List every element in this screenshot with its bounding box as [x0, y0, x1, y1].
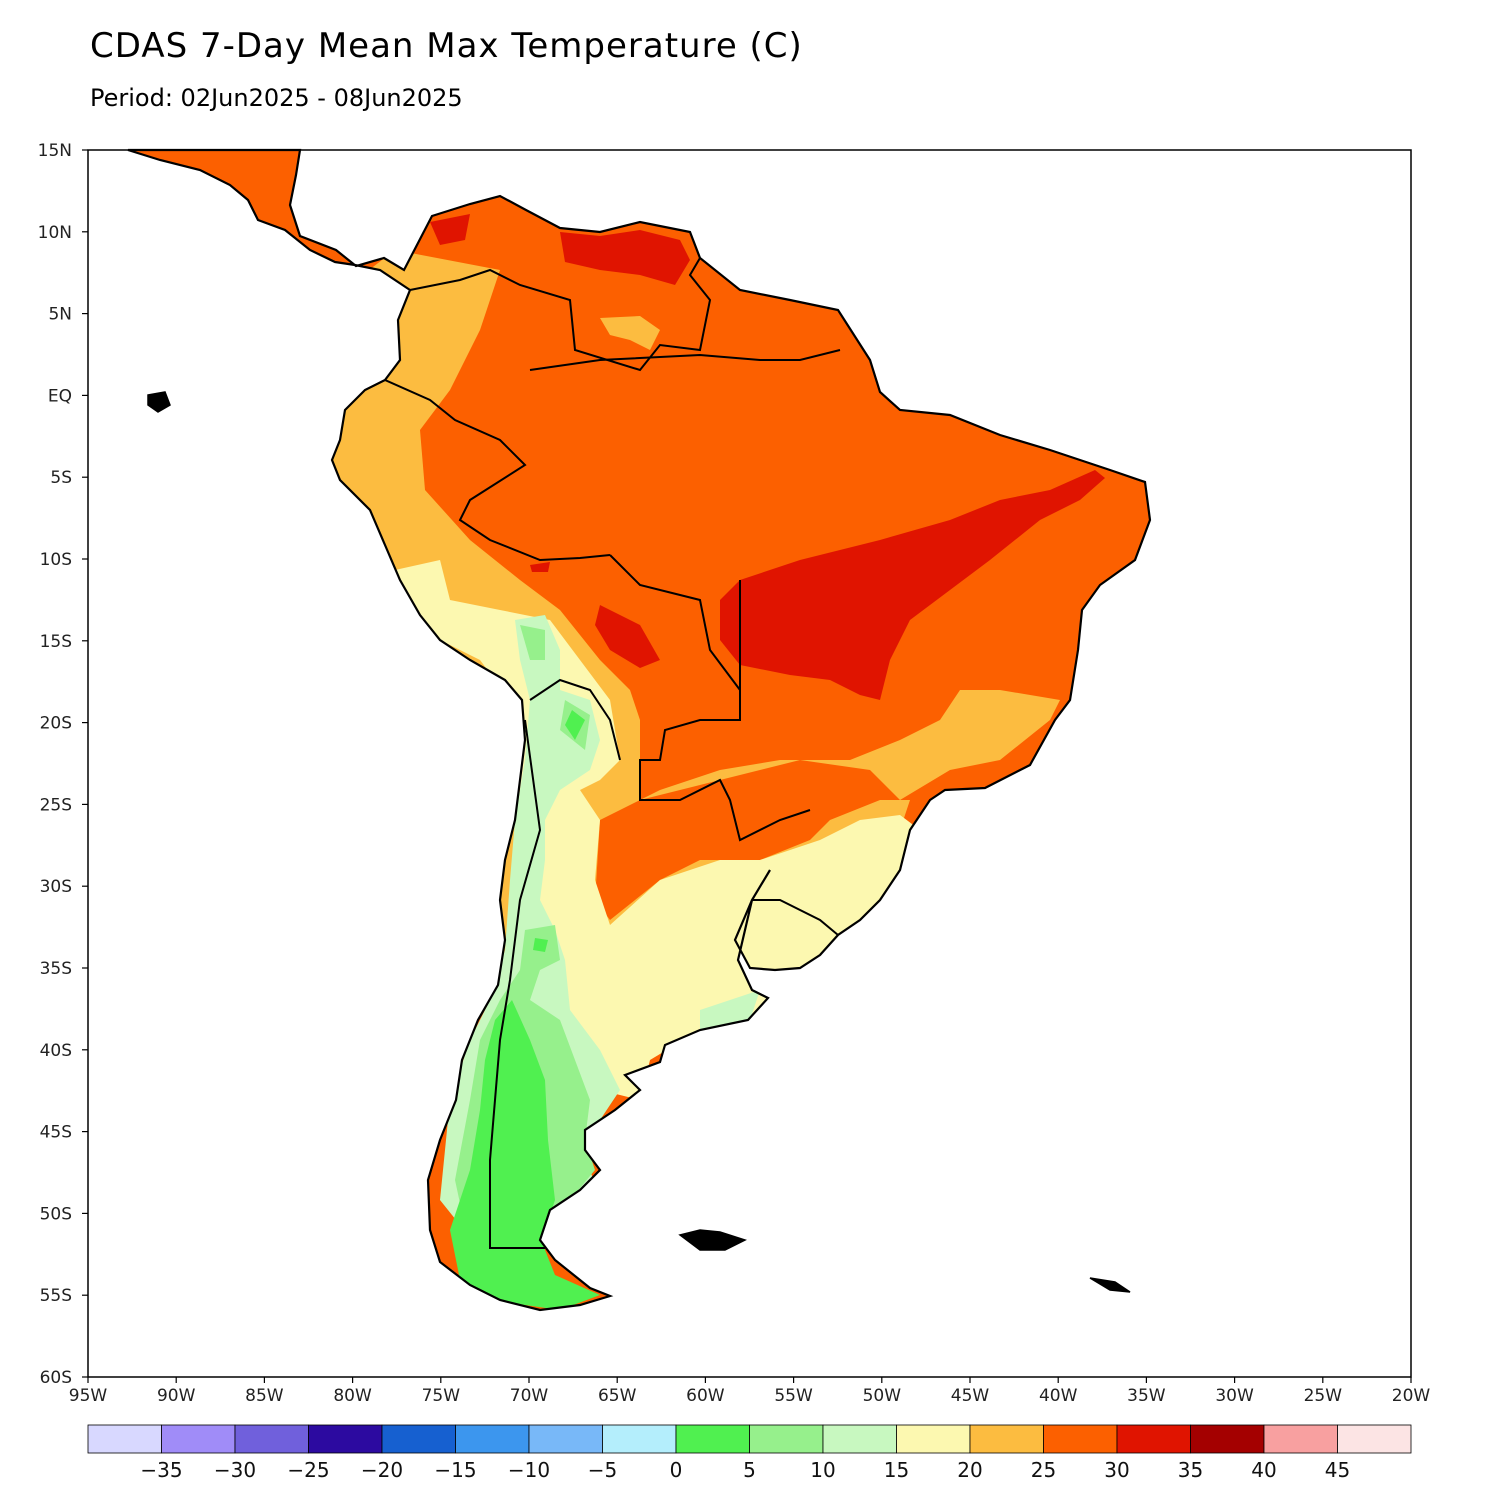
colorbar-swatch — [675, 1424, 750, 1454]
lon-tick-label: 75W — [422, 1386, 461, 1406]
lon-tick-label: 70W — [510, 1386, 549, 1406]
lon-tick-label: 40W — [1039, 1386, 1078, 1406]
colorbar-label: 45 — [1325, 1458, 1350, 1482]
lat-tick-label: EQ — [48, 386, 72, 406]
lon-tick-label: 90W — [157, 1386, 196, 1406]
colorbar-swatch — [1263, 1424, 1338, 1454]
lat-tick-label: 60S — [40, 1368, 72, 1388]
colorbar-label: 15 — [884, 1458, 909, 1482]
zone-25-30-guiana — [600, 316, 660, 350]
country-borders — [384, 257, 841, 1249]
lon-tick-label: 45W — [951, 1386, 990, 1406]
zone-20-25 — [395, 560, 920, 1100]
colorbar-swatch — [308, 1424, 383, 1454]
longitude-axis: 95W 90W 85W 80W 75W 70W 65W 60W 55W 50W 45W 40W 35W 3… — [69, 1377, 1431, 1406]
lat-tick-label: 25S — [40, 795, 72, 815]
colorbar-label: −10 — [508, 1458, 550, 1482]
zone-35-40-brazil — [720, 470, 1105, 700]
lat-tick-label: 55S — [40, 1286, 72, 1306]
latitude-axis: 15N 10N 5N EQ 5S 10S 15S 20S 25S 30S 35S 40S 45S 50S 5… — [38, 141, 88, 1388]
zone-35-40-venezuela — [430, 214, 690, 285]
coastline — [127, 148, 1152, 1312]
colorbar-label: −25 — [287, 1458, 329, 1482]
lat-tick-label: 35S — [40, 959, 72, 979]
lat-tick-label: 50S — [40, 1204, 72, 1224]
colorbar-swatch — [602, 1424, 677, 1454]
zone-35-40-bolivia — [530, 562, 660, 668]
lon-tick-label: 50W — [863, 1386, 902, 1406]
south-georgia — [1089, 1277, 1131, 1293]
lat-tick-label: 10N — [38, 223, 72, 243]
lat-tick-label: 5N — [48, 305, 72, 325]
lon-tick-label: 35W — [1127, 1386, 1166, 1406]
falkland-islands — [678, 1229, 747, 1251]
lon-tick-label: 30W — [1215, 1386, 1254, 1406]
lat-tick-label: 40S — [40, 1041, 72, 1061]
colorbar-label: −5 — [588, 1458, 617, 1482]
colorbar-swatch — [381, 1424, 456, 1454]
colorbar-label: 0 — [670, 1458, 683, 1482]
colorbar-swatch — [896, 1424, 971, 1454]
lat-tick-label: 5S — [50, 468, 72, 488]
colorbar-label: 30 — [1104, 1458, 1129, 1482]
colorbar-swatch — [822, 1424, 897, 1454]
colorbar: −35 −30 −25 −20 −15 −10 −5 0 5 10 15 20 25 30 35 40 45 — [87, 1424, 1412, 1482]
lat-tick-label: 10S — [40, 550, 72, 570]
map-title: CDAS 7-Day Mean Max Temperature (C) — [90, 26, 803, 66]
colorbar-swatch — [749, 1424, 824, 1454]
colorbar-label: −20 — [361, 1458, 403, 1482]
colorbar-swatch — [161, 1424, 236, 1454]
lat-tick-label: 15S — [40, 632, 72, 652]
colorbar-label: 40 — [1251, 1458, 1276, 1482]
colorbar-swatch — [969, 1424, 1044, 1454]
lon-tick-label: 55W — [774, 1386, 813, 1406]
colorbar-label: 10 — [810, 1458, 835, 1482]
lat-tick-label: 15N — [38, 141, 72, 161]
colorbar-swatch — [234, 1424, 309, 1454]
colorbar-label: 20 — [957, 1458, 982, 1482]
galapagos-islands — [147, 391, 171, 413]
lat-tick-label: 45S — [40, 1123, 72, 1143]
map-subtitle: Period: 02Jun2025 - 08Jun2025 — [90, 84, 463, 112]
colorbar-swatch — [455, 1424, 530, 1454]
colorbar-label: 25 — [1031, 1458, 1056, 1482]
zone-5-10 — [450, 710, 600, 1310]
lon-tick-label: 20W — [1392, 1386, 1431, 1406]
lat-tick-label: 30S — [40, 877, 72, 897]
lon-tick-label: 60W — [686, 1386, 725, 1406]
colorbar-swatch — [1116, 1424, 1191, 1454]
colorbar-swatch — [1043, 1424, 1118, 1454]
lon-tick-label: 80W — [333, 1386, 372, 1406]
lat-tick-label: 20S — [40, 714, 72, 734]
lon-tick-label: 85W — [245, 1386, 284, 1406]
lon-tick-label: 95W — [69, 1386, 108, 1406]
lon-tick-label: 65W — [598, 1386, 637, 1406]
colorbar-swatch — [1190, 1424, 1265, 1454]
colorbar-label: −30 — [214, 1458, 256, 1482]
colorbar-swatch — [87, 1424, 162, 1454]
colorbar-label: 35 — [1178, 1458, 1203, 1482]
colorbar-label: −35 — [140, 1458, 182, 1482]
map-frame — [87, 149, 1412, 1378]
colorbar-swatch — [528, 1424, 603, 1454]
colorbar-label: −15 — [434, 1458, 476, 1482]
colorbar-label: 5 — [743, 1458, 756, 1482]
colorbar-swatch — [1337, 1424, 1412, 1454]
islands — [147, 391, 1131, 1293]
lon-tick-label: 25W — [1304, 1386, 1343, 1406]
